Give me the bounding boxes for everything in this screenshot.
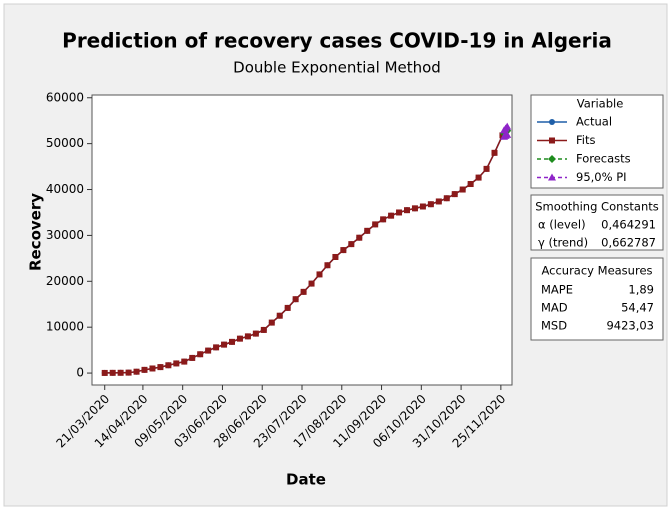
plot-area (91, 94, 513, 386)
accuracy-value: 54,47 (621, 301, 654, 315)
data-point (236, 335, 243, 342)
data-point (491, 149, 498, 156)
data-point (260, 326, 267, 333)
data-point (197, 351, 204, 358)
legend-title: Variable (577, 97, 624, 111)
data-point (435, 198, 442, 205)
data-point (324, 262, 331, 269)
data-point (483, 165, 490, 172)
data-point (419, 203, 426, 210)
data-point (189, 354, 196, 361)
data-point (316, 271, 323, 278)
data-point (503, 130, 512, 138)
chart-subtitle: Double Exponential Method (233, 59, 441, 77)
smoothing-box (530, 194, 664, 251)
data-point (213, 344, 220, 351)
data-point (396, 209, 403, 216)
data-point (300, 288, 307, 295)
y-tick-label: 30000 (46, 228, 84, 242)
legend-marker (548, 155, 556, 163)
legend-label: Forecasts (576, 152, 631, 166)
y-tick-label: 20000 (46, 274, 84, 288)
data-point (252, 330, 259, 337)
data-point (467, 181, 474, 188)
data-point (332, 253, 339, 260)
legend-marker (549, 137, 555, 144)
accuracy-value: 9423,03 (606, 319, 654, 333)
smoothing-title: Smoothing Constants (535, 200, 659, 214)
data-point (404, 207, 410, 214)
legend-label: Actual (576, 115, 612, 129)
data-point (388, 212, 395, 219)
smoothing-label: α (level) (538, 218, 586, 232)
data-point (205, 347, 212, 354)
data-point (475, 174, 482, 181)
data-point (133, 368, 140, 375)
data-point (109, 369, 116, 376)
data-point (284, 304, 291, 311)
data-point (380, 216, 387, 223)
data-point (372, 221, 379, 228)
legend-marker (548, 173, 556, 181)
y-axis-label: Recovery (27, 193, 45, 271)
data-point (276, 312, 283, 319)
data-point (364, 227, 371, 234)
y-tick-label: 60000 (46, 90, 84, 104)
y-tick-label: 40000 (46, 182, 84, 196)
y-tick-label: 0 (76, 366, 84, 380)
data-point (451, 191, 458, 198)
y-tick-label: 50000 (46, 136, 84, 150)
data-point (427, 201, 434, 208)
x-axis-label: Date (286, 471, 326, 489)
smoothing-label: γ (trend) (538, 236, 588, 250)
data-point (459, 186, 466, 193)
data-point (340, 247, 347, 254)
legend-marker (549, 119, 555, 125)
accuracy-label: MAD (541, 301, 568, 315)
data-point (292, 296, 299, 303)
smoothing-value: 0,464291 (601, 218, 656, 232)
data-point (443, 195, 450, 202)
data-point (149, 365, 156, 372)
accuracy-value: 1,89 (628, 283, 654, 297)
data-point (101, 369, 108, 376)
data-point (244, 333, 251, 340)
chart-title: Prediction of recovery cases COVID-19 in… (62, 29, 612, 53)
smoothing-value: 0,662787 (601, 236, 656, 250)
accuracy-title: Accuracy Measures (541, 264, 652, 278)
data-point (117, 369, 124, 376)
accuracy-label: MAPE (541, 283, 573, 297)
data-point (308, 280, 315, 287)
data-point (125, 369, 132, 376)
y-tick-label: 10000 (46, 320, 84, 334)
data-point (503, 122, 512, 130)
data-point (411, 205, 418, 212)
data-point (157, 364, 164, 371)
data-point (181, 358, 188, 365)
legend-label: Fits (576, 133, 595, 147)
legend-label: 95,0% PI (576, 170, 627, 184)
data-point (173, 360, 180, 367)
data-point (348, 241, 355, 248)
data-point (356, 234, 363, 241)
data-point (165, 362, 172, 369)
accuracy-label: MSD (541, 319, 567, 333)
data-point (229, 338, 235, 345)
accuracy-box (530, 257, 664, 341)
data-point (141, 366, 148, 373)
data-point (221, 341, 228, 348)
data-point (268, 319, 275, 326)
